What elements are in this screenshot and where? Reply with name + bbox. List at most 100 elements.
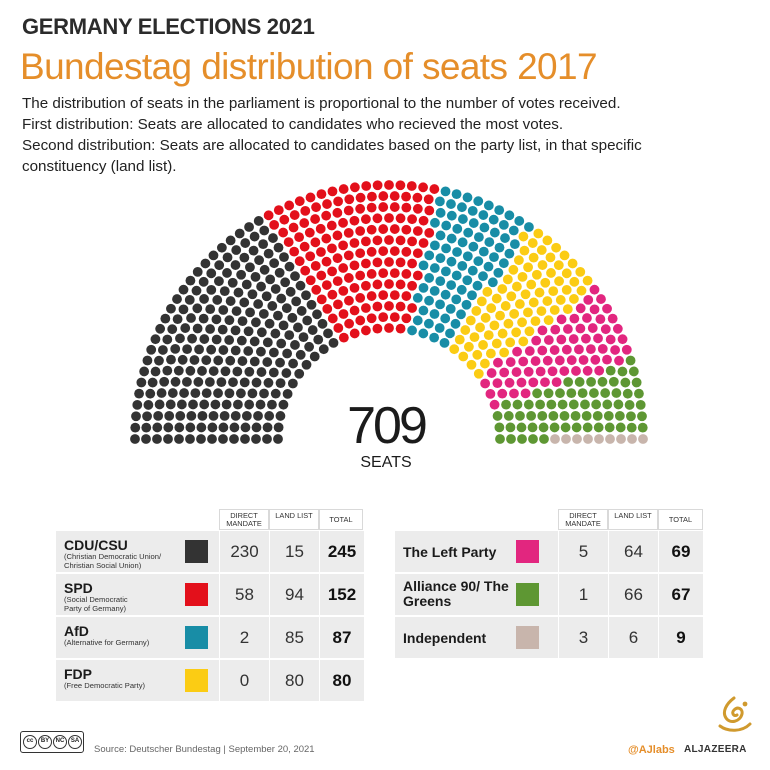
seat-dot: [230, 411, 241, 421]
seat-dot: [429, 309, 440, 319]
seat-dot: [602, 303, 612, 314]
seat-dot: [262, 434, 272, 444]
seat-dot: [582, 365, 593, 376]
seat-dot: [478, 271, 488, 282]
seat-dot: [395, 301, 406, 312]
seat-dot: [456, 309, 466, 320]
seat-dot: [184, 294, 195, 305]
seat-dot: [418, 238, 429, 248]
seat-dot: [542, 296, 553, 306]
seat-dot: [150, 334, 161, 345]
seat-dot: [247, 289, 258, 300]
seat-dot: [471, 306, 482, 316]
seat-dot: [205, 304, 216, 314]
seat-dot: [429, 285, 440, 296]
seat-dot: [241, 279, 252, 290]
seat-dot: [526, 411, 537, 421]
seat-dot: [424, 273, 435, 283]
seat-dot: [512, 281, 522, 292]
seat-dot: [301, 290, 311, 301]
seat-dot: [561, 284, 572, 295]
seat-dot: [240, 238, 251, 248]
party-name: CDU/CSU: [64, 537, 128, 553]
seat-dot: [273, 242, 284, 253]
seat-dot: [384, 323, 394, 333]
seat-dot: [349, 238, 360, 248]
seat-dot: [435, 230, 446, 241]
seat-dot: [294, 232, 305, 243]
seat-dot: [590, 354, 601, 365]
direct-mandate-value: 0: [219, 660, 269, 701]
seat-dot: [212, 295, 223, 305]
table-row: Independent 3 6 9: [395, 617, 703, 658]
seat-dot: [429, 263, 440, 273]
header-direct-mandate: DIRECT MANDATE: [558, 509, 608, 530]
total-seats-label: SEATS: [360, 454, 412, 471]
seat-dot: [287, 312, 298, 323]
seat-dot: [412, 226, 423, 236]
seat-dot: [535, 366, 546, 377]
seat-dot: [526, 279, 537, 290]
seat-dot: [395, 323, 406, 334]
seat-dot: [166, 303, 176, 314]
seat-dot: [323, 328, 333, 339]
seat-dot: [211, 334, 222, 345]
seat-dot: [520, 289, 531, 300]
seat-dot: [531, 269, 542, 280]
seat-dot: [538, 422, 549, 433]
seat-dot: [167, 388, 178, 398]
seat-dot: [593, 422, 604, 433]
seat-dot: [509, 308, 520, 319]
seat-dot: [534, 287, 545, 298]
seat-dot: [270, 328, 281, 339]
seat-dot: [412, 315, 423, 326]
seat-dot: [611, 388, 622, 398]
seat-dot: [483, 261, 494, 272]
seat-dot: [231, 306, 242, 316]
seat-dot: [208, 411, 219, 421]
seat-dot: [527, 238, 538, 248]
direct-mandate-value: 1: [558, 574, 608, 615]
seat-dot: [227, 277, 238, 288]
seat-dot: [486, 368, 497, 378]
seat-dot: [229, 422, 240, 433]
seat-dot: [294, 368, 305, 379]
seat-dot: [462, 251, 473, 262]
seat-dot: [528, 252, 539, 263]
seat-dot: [182, 344, 193, 355]
seat-dot: [300, 205, 311, 216]
seat-dot: [349, 215, 360, 226]
seat-dot: [333, 196, 344, 207]
seat-dot: [489, 399, 500, 410]
seat-dot: [468, 241, 479, 252]
seat-dot: [429, 184, 440, 194]
seat-dot: [554, 276, 564, 287]
seat-dot: [467, 205, 478, 216]
seat-dot: [489, 252, 499, 263]
seat-dot: [281, 368, 292, 378]
seat-dot: [300, 265, 311, 276]
party-name: FDP: [64, 666, 92, 682]
seat-dot: [497, 328, 508, 339]
seat-dot: [268, 233, 278, 243]
seat-dot: [264, 318, 275, 329]
seat-dot: [273, 422, 284, 433]
seat-dot: [172, 314, 183, 325]
seat-dot: [581, 411, 592, 421]
seat-dot: [251, 317, 261, 328]
seat-dot: [505, 337, 516, 348]
seat-dot: [532, 388, 543, 399]
seat-dot: [243, 326, 254, 337]
seat-dot: [176, 399, 187, 410]
ajlabs-handle: @AJlabs: [628, 744, 675, 756]
seat-dot: [435, 207, 446, 218]
seat-dot: [575, 266, 586, 277]
seat-dot: [401, 246, 412, 257]
seat-dot: [586, 376, 596, 387]
seat-dot: [263, 248, 274, 259]
seat-dot: [628, 366, 639, 377]
seat-dot: [478, 246, 489, 257]
seat-dot: [637, 411, 647, 422]
seat-dot: [548, 411, 559, 421]
direct-mandate-value: 2: [219, 617, 269, 658]
